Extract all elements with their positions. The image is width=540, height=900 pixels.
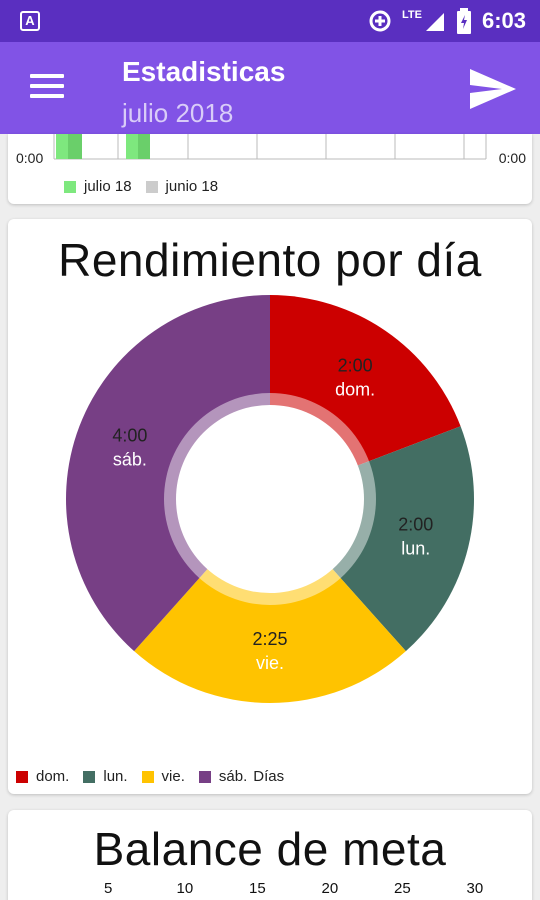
month-legend: julio 18 junio 18: [64, 178, 232, 195]
legend-label: junio 18: [165, 178, 219, 195]
goal-tick-label: 30: [466, 880, 484, 897]
bar-julio: [56, 134, 68, 159]
network-type: LTE: [401, 9, 422, 21]
y-axis-right-label: 0:00: [498, 150, 526, 166]
slice-value-label: 4:00: [112, 426, 147, 446]
goal-tick-label: 15: [249, 880, 266, 897]
day-legend: dom. lun. vie. sáb. Días: [16, 768, 284, 785]
legend-item: sáb.: [198, 768, 248, 785]
goal-tick-label: 10: [176, 880, 194, 897]
slice-day-label: sáb.: [113, 450, 147, 470]
day-chart-card: Rendimiento por día 2:00 dom. 2:00 lun. 2:25…: [8, 219, 532, 794]
signal-icon: [425, 13, 444, 31]
legend-swatch: [16, 770, 28, 783]
battery-icon: [456, 8, 471, 34]
y-axis-left-label: 0:00: [16, 150, 44, 166]
legend-label: julio 18: [84, 178, 132, 195]
app-bar: Estadisticas julio 2018: [0, 42, 540, 134]
bar-julio: [126, 134, 138, 159]
slice-value-label: 2:00: [398, 514, 433, 534]
data-saver-icon: [369, 10, 391, 32]
goal-tick-label: 5: [104, 880, 113, 897]
legend-item: lun.: [83, 768, 128, 785]
legend-item: julio 18: [64, 178, 132, 195]
donut-slice-vie[interactable]: [134, 499, 406, 703]
legend-title: Días: [253, 768, 285, 785]
legend-swatch: [145, 180, 158, 193]
donut-hole: [176, 405, 364, 593]
slice-day-label: lun.: [401, 538, 430, 558]
page-title: Estadisticas: [122, 56, 286, 87]
legend-label: vie.: [161, 768, 185, 785]
bar-junio: [138, 134, 150, 159]
slice-value-label: 2:25: [252, 629, 287, 649]
legend-item: dom.: [16, 768, 69, 785]
slice-value-label: 2:00: [338, 355, 373, 375]
goal-chart-title: Balance de meta: [93, 823, 447, 875]
legend-label: lun.: [103, 768, 128, 785]
slice-day-label: vie.: [256, 653, 284, 673]
status-bar: A LTE 6:03: [0, 0, 540, 42]
legend-label: sáb.: [218, 768, 248, 785]
goal-tick-label: 20: [321, 880, 339, 897]
day-chart-title: Rendimiento por día: [58, 234, 482, 286]
goal-chart-card: Balance de meta 5 10 15 20 25 30: [8, 810, 532, 900]
menu-icon[interactable]: [30, 74, 64, 102]
app-notification-icon: A: [20, 11, 40, 31]
month-chart-card: 0:00 0:00 julio 18 junio 18: [8, 134, 532, 204]
month-bar-chart: [53, 134, 487, 160]
legend-label: dom.: [36, 768, 70, 785]
day-donut-chart[interactable]: 2:00 dom. 2:00 lun. 2:25 vie. 4:00 sáb.: [8, 295, 532, 725]
page-subtitle: julio 2018: [122, 98, 234, 128]
legend-swatch: [198, 770, 211, 783]
legend-item: vie.: [141, 768, 185, 785]
clock: 6:03: [481, 8, 526, 33]
legend-swatch: [83, 770, 96, 783]
bar-junio: [68, 134, 82, 159]
donut-slice-sáb[interactable]: [65, 295, 270, 652]
send-icon[interactable]: [468, 67, 518, 111]
legend-swatch: [141, 770, 154, 783]
legend-item: junio 18: [145, 178, 219, 195]
slice-day-label: dom.: [335, 379, 375, 399]
legend-swatch: [64, 180, 76, 193]
goal-tick-label: 25: [394, 880, 411, 897]
